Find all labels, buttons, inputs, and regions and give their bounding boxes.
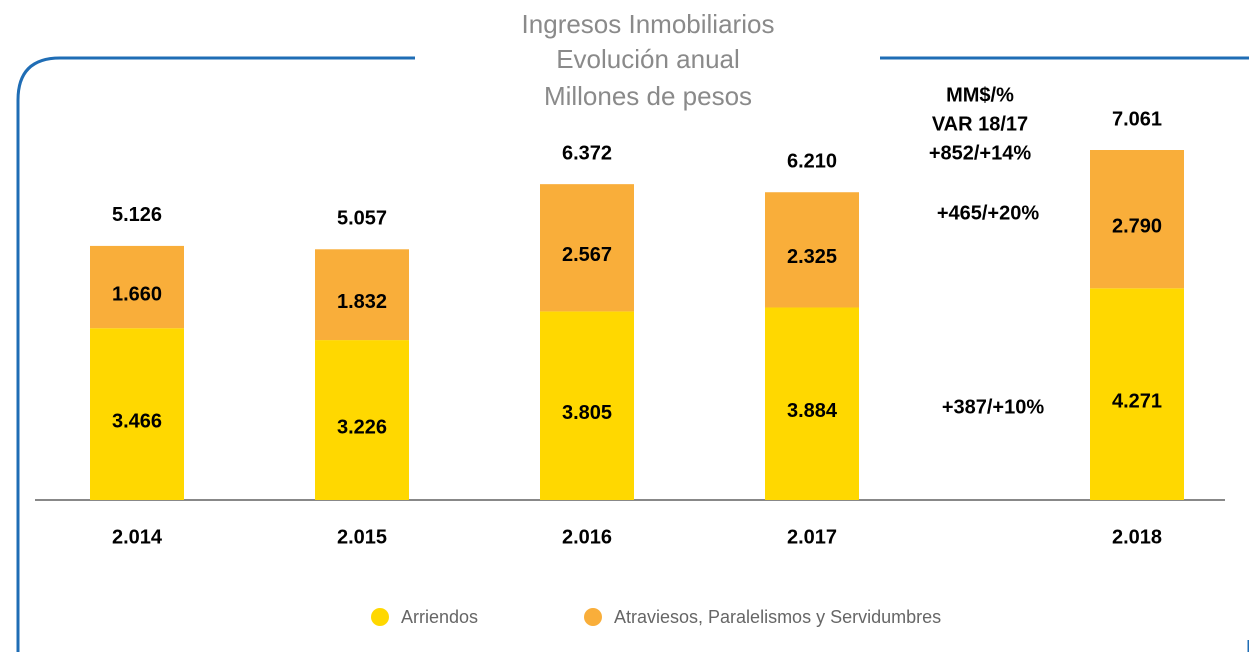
total-label: 5.057 — [337, 208, 387, 230]
bar-segment — [90, 328, 184, 500]
bar-segment — [90, 245, 184, 329]
legend-marker — [371, 608, 389, 626]
x-tick-label: 2.016 — [562, 526, 612, 548]
bar-segment — [765, 192, 859, 308]
frame — [16, 56, 1249, 652]
bar-segment — [315, 340, 409, 500]
total-label: 7.061 — [1112, 108, 1162, 130]
value-label: 3.805 — [562, 402, 612, 424]
bar-segment — [765, 307, 859, 500]
bar-segment — [540, 184, 634, 312]
bar-segment — [1090, 150, 1184, 289]
value-label: 3.466 — [112, 410, 162, 432]
annotation: +387/+10% — [942, 396, 1045, 418]
value-label: 2.325 — [787, 246, 837, 268]
legend-label: Atraviesos, Paralelismos y Servidumbres — [614, 607, 941, 627]
bar-segment — [1090, 288, 1184, 500]
value-label: 1.832 — [337, 291, 387, 313]
value-label: 3.226 — [337, 416, 387, 438]
value-label: 1.660 — [112, 283, 162, 305]
annotation: MM$/% — [946, 84, 1014, 106]
chart-title: Millones de pesos — [544, 81, 752, 111]
x-tick-label: 2.015 — [337, 526, 387, 548]
x-tick-label: 2.018 — [1112, 526, 1162, 548]
value-label: 2.567 — [562, 244, 612, 266]
bar-segment — [315, 249, 409, 341]
x-tick-label: 2.017 — [787, 526, 837, 548]
value-label: 3.884 — [787, 400, 838, 422]
annotation: VAR 18/17 — [932, 113, 1028, 135]
chart-title: Evolución anual — [556, 44, 740, 74]
total-label: 6.210 — [787, 150, 837, 172]
annotation: +852/+14% — [929, 142, 1032, 164]
bar-segment — [540, 311, 634, 500]
legend-label: Arriendos — [401, 607, 478, 627]
x-tick-label: 2.014 — [112, 526, 163, 548]
total-label: 6.372 — [562, 142, 612, 164]
total-label: 5.126 — [112, 204, 162, 226]
value-label: 2.790 — [1112, 215, 1162, 237]
legend-marker — [584, 608, 602, 626]
annotation: +465/+20% — [937, 202, 1040, 224]
chart-title: Ingresos Inmobiliarios — [522, 9, 775, 39]
value-label: 4.271 — [1112, 390, 1162, 412]
